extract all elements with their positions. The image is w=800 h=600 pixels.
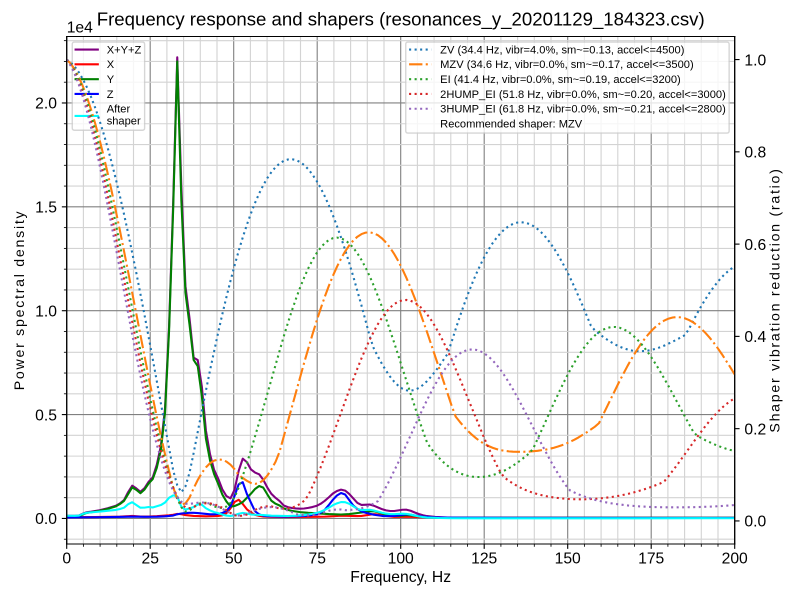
svg-text:75: 75 — [308, 550, 326, 567]
svg-text:After: After — [107, 104, 131, 116]
svg-text:0.2: 0.2 — [744, 421, 766, 438]
svg-text:X+Y+Z: X+Y+Z — [107, 44, 142, 56]
svg-text:EI (41.4 Hz, vibr=0.0%, sm~=0.: EI (41.4 Hz, vibr=0.0%, sm~=0.19, accel<… — [440, 74, 681, 86]
svg-text:Recommended shaper: MZV: Recommended shaper: MZV — [440, 118, 583, 130]
svg-text:Power spectral density: Power spectral density — [12, 210, 28, 391]
svg-text:50: 50 — [225, 550, 243, 567]
svg-text:3HUMP_EI (61.8 Hz, vibr=0.0%,: 3HUMP_EI (61.8 Hz, vibr=0.0%, sm~=0.21, … — [440, 104, 726, 116]
svg-text:0.4: 0.4 — [744, 329, 766, 346]
svg-text:1.5: 1.5 — [35, 200, 57, 217]
svg-text:Y: Y — [107, 74, 115, 86]
svg-text:Frequency, Hz: Frequency, Hz — [350, 569, 451, 586]
svg-text:Shaper vibration reduction (ra: Shaper vibration reduction (ratio) — [768, 167, 784, 432]
svg-text:2HUMP_EI (51.8 Hz, vibr=0.0%,: 2HUMP_EI (51.8 Hz, vibr=0.0%, sm~=0.20, … — [440, 89, 726, 101]
svg-text:175: 175 — [638, 550, 664, 567]
svg-text:150: 150 — [555, 550, 581, 567]
svg-text:0: 0 — [62, 550, 71, 567]
svg-text:0.5: 0.5 — [35, 407, 57, 424]
svg-text:1.0: 1.0 — [35, 303, 57, 320]
svg-text:0.6: 0.6 — [744, 237, 766, 254]
svg-text:Z: Z — [107, 89, 114, 101]
svg-text:MZV (34.6 Hz, vibr=0.0%, sm~=0: MZV (34.6 Hz, vibr=0.0%, sm~=0.17, accel… — [440, 59, 694, 71]
svg-text:2.0: 2.0 — [35, 96, 57, 113]
svg-text:0.8: 0.8 — [744, 145, 766, 162]
svg-text:200: 200 — [722, 550, 748, 567]
svg-text:Frequency response and shapers: Frequency response and shapers (resonanc… — [97, 8, 705, 30]
svg-text:shaper: shaper — [107, 116, 141, 128]
svg-text:ZV (34.4 Hz, vibr=4.0%, sm~=0.: ZV (34.4 Hz, vibr=4.0%, sm~=0.13, accel<… — [440, 44, 685, 56]
svg-text:100: 100 — [388, 550, 414, 567]
svg-text:125: 125 — [471, 550, 497, 567]
svg-text:25: 25 — [141, 550, 159, 567]
svg-text:1e4: 1e4 — [67, 19, 93, 36]
svg-text:0.0: 0.0 — [35, 511, 57, 528]
svg-text:1.0: 1.0 — [744, 52, 766, 69]
svg-text:0.0: 0.0 — [744, 514, 766, 531]
svg-text:X: X — [107, 59, 115, 71]
